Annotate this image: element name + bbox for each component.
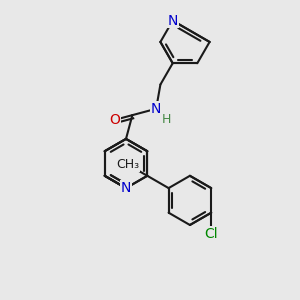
Text: O: O	[109, 113, 120, 127]
Text: CH₃: CH₃	[117, 158, 140, 171]
Text: N: N	[151, 102, 161, 116]
Text: H: H	[162, 113, 171, 126]
Text: N: N	[121, 181, 131, 195]
Text: N: N	[167, 14, 178, 28]
Text: Cl: Cl	[204, 226, 218, 241]
